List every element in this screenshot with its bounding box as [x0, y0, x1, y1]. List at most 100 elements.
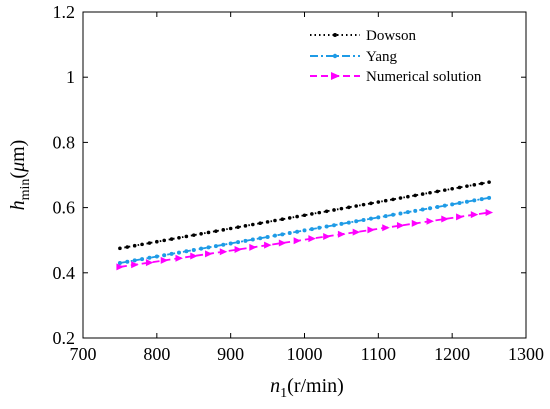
series-marker-2 [470, 211, 479, 219]
series-marker-0 [251, 222, 255, 227]
series-marker-0 [140, 242, 144, 247]
series-marker-1 [346, 220, 351, 225]
series-marker-1 [250, 237, 255, 242]
series-marker-0 [199, 231, 203, 236]
series-marker-1 [132, 258, 137, 263]
series-marker-0 [295, 214, 299, 219]
series-marker-2 [190, 252, 198, 260]
legend-marker-dowson [333, 33, 337, 37]
series-marker-1 [420, 207, 425, 212]
series-marker-2 [367, 226, 375, 234]
series-marker-0 [487, 180, 491, 184]
series-marker-1 [221, 242, 226, 247]
series-marker-0 [457, 185, 462, 190]
legend-marker-yang [332, 53, 338, 59]
series-marker-1 [391, 212, 396, 217]
series-marker-0 [354, 204, 358, 208]
series-marker-0 [280, 217, 285, 222]
y-axis-label-main: h [7, 200, 29, 210]
legend: Dowson Yang Numerical solution [310, 28, 482, 85]
y-tick-label: 1 [66, 67, 75, 87]
series-marker-0 [465, 184, 469, 188]
series-marker-0 [361, 202, 366, 207]
y-axis-label-mu: μ [7, 162, 29, 173]
series-marker-1 [243, 238, 248, 243]
series-marker-1 [457, 201, 462, 206]
series-marker-1 [413, 208, 418, 213]
legend-marker-numerical [331, 72, 340, 80]
series-marker-1 [317, 225, 322, 230]
series-marker-1 [332, 223, 337, 228]
series-marker-2 [264, 241, 272, 249]
series-marker-1 [383, 214, 388, 219]
series-marker-1 [450, 202, 455, 207]
legend-label-yang: Yang [366, 49, 397, 65]
series-marker-1 [162, 253, 167, 258]
series-marker-2 [219, 248, 228, 256]
series-marker-2 [411, 219, 420, 227]
x-axis-label-sub: 1 [280, 386, 287, 401]
series-marker-2 [278, 239, 287, 247]
series-marker-0 [132, 243, 137, 248]
series-marker-1 [169, 251, 174, 256]
series-marker-1 [295, 229, 300, 234]
series-marker-2 [160, 256, 169, 264]
series-marker-1 [191, 247, 196, 252]
series-marker-1 [464, 199, 469, 204]
series-marker-2 [396, 222, 405, 230]
series-marker-2 [337, 230, 346, 238]
series-marker-0 [147, 241, 152, 245]
series-marker-0 [324, 209, 329, 214]
series-marker-0 [339, 206, 344, 211]
series-marker-1 [272, 233, 277, 238]
y-axis-label-open: ( [7, 172, 29, 179]
series-marker-0 [398, 196, 403, 200]
series-marker-0 [206, 230, 211, 235]
series-marker-1 [199, 246, 204, 251]
series-marker-0 [118, 246, 122, 251]
x-tick-label: 800 [143, 344, 170, 364]
x-axis-label-unit: (r/min) [287, 375, 344, 397]
series-marker-0 [369, 201, 373, 206]
series-marker-0 [169, 237, 174, 241]
series-marker-1 [147, 255, 152, 260]
series-marker-0 [214, 229, 218, 233]
series-marker-0 [228, 226, 233, 231]
x-axis-label-main: n [270, 375, 280, 397]
series-marker-1 [154, 254, 159, 259]
series-marker-1 [376, 215, 381, 220]
legend-item-dowson: Dowson [310, 28, 417, 44]
series-marker-1 [368, 216, 373, 221]
series-marker-1 [140, 257, 145, 262]
x-tick-label: 900 [217, 344, 244, 364]
series-marker-0 [428, 190, 432, 195]
series-marker-1 [236, 240, 241, 245]
y-tick-label: 0.6 [53, 198, 76, 218]
plot-lines [116, 180, 494, 271]
series-marker-1 [479, 197, 484, 202]
series-line-2 [119, 211, 490, 268]
series-marker-1 [228, 241, 233, 246]
series-marker-1 [176, 250, 181, 255]
series-marker-1 [405, 210, 410, 215]
series-marker-0 [302, 213, 307, 218]
series-marker-1 [287, 231, 292, 236]
series-marker-1 [324, 224, 329, 229]
y-axis-label-close: ) [7, 140, 29, 147]
series-marker-0 [383, 198, 388, 203]
series-marker-0 [450, 186, 454, 191]
series-marker-0 [347, 205, 351, 210]
series-marker-1 [258, 236, 263, 241]
series-marker-0 [391, 197, 395, 202]
y-tick-label: 0.2 [53, 328, 76, 348]
series-marker-2 [308, 235, 316, 243]
series-marker-1 [206, 245, 211, 250]
series-marker-2 [145, 259, 154, 267]
series-marker-0 [472, 183, 477, 187]
series-marker-2 [382, 224, 390, 232]
series-marker-0 [184, 234, 189, 239]
series-marker-2 [234, 246, 243, 254]
series-marker-1 [339, 221, 344, 226]
series-marker-0 [258, 221, 263, 226]
series-marker-0 [310, 212, 314, 216]
